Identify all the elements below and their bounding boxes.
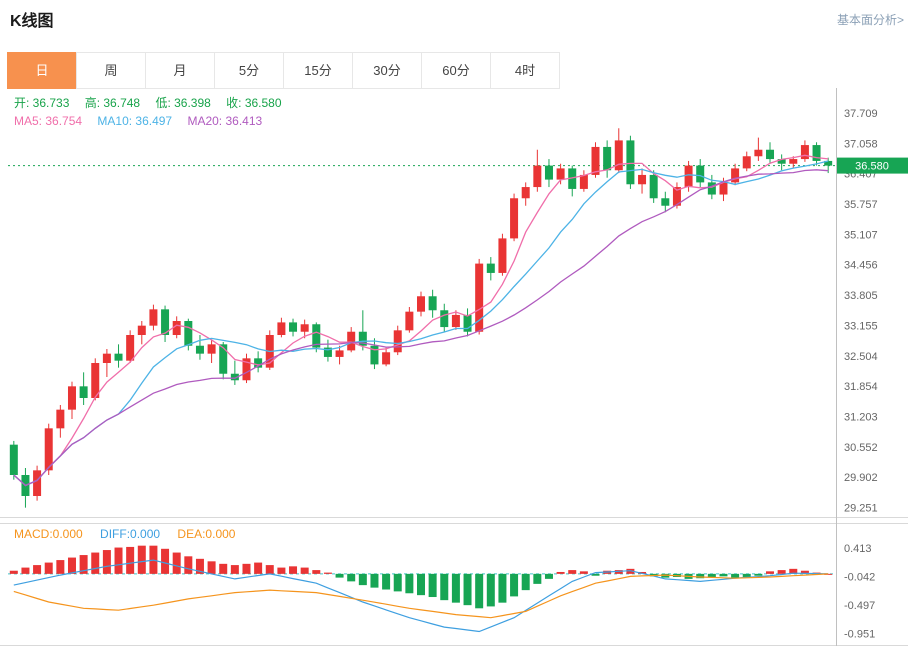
svg-text:-0.497: -0.497: [844, 600, 875, 612]
ma5-line: [13, 154, 829, 487]
ma10-readout: MA10: 36.497: [97, 114, 173, 128]
fundamental-analysis-link[interactable]: 基本面分析>: [836, 13, 904, 27]
dea-readout: DEA:0.000: [177, 527, 236, 541]
macd-axis-labels: 0.413 -0.042 -0.497 -0.951: [844, 543, 875, 640]
svg-text:33.155: 33.155: [844, 320, 878, 332]
svg-text:37.709: 37.709: [844, 108, 878, 120]
svg-text:32.504: 32.504: [844, 351, 878, 363]
ma-row: MA5: 36.754 MA10: 36.497 MA20: 36.413: [14, 114, 274, 128]
svg-text:35.757: 35.757: [844, 199, 878, 211]
ma20-line: [13, 169, 829, 487]
tab-60分[interactable]: 60分: [421, 52, 491, 89]
ma20-readout: MA20: 36.413: [187, 114, 263, 128]
macd-readout: MACD:0.000: [14, 527, 83, 541]
macd-row: MACD:0.000 DIFF:0.000 DEA:0.000: [14, 527, 249, 541]
diff-readout: DIFF:0.000: [100, 527, 161, 541]
tab-日[interactable]: 日: [7, 52, 77, 89]
candle-series: [9, 128, 833, 508]
ma5-readout: MA5: 36.754: [14, 114, 83, 128]
tab-4时[interactable]: 4时: [490, 52, 560, 89]
svg-text:37.058: 37.058: [844, 138, 878, 150]
quote-close: 收: 36.580: [226, 96, 282, 110]
svg-text:31.854: 31.854: [844, 381, 878, 393]
svg-text:36.580: 36.580: [855, 161, 889, 173]
svg-text:33.805: 33.805: [844, 290, 878, 302]
svg-text:-0.042: -0.042: [844, 571, 875, 583]
quote-row: 开: 36.733 高: 36.748 低: 36.398 收: 36.580: [14, 94, 294, 111]
diff-line: [13, 559, 829, 633]
tab-月[interactable]: 月: [145, 52, 215, 89]
svg-text:35.107: 35.107: [844, 229, 878, 241]
dea-line: [13, 573, 829, 619]
svg-text:29.902: 29.902: [844, 472, 878, 484]
svg-text:31.203: 31.203: [844, 412, 878, 424]
tab-30分[interactable]: 30分: [352, 52, 422, 89]
macd-histogram: [9, 545, 833, 609]
quote-open: 开: 36.733: [14, 96, 70, 110]
page-title: K线图: [10, 13, 54, 30]
quote-high: 高: 36.748: [84, 96, 141, 110]
quote-low: 低: 36.398: [155, 96, 211, 110]
tab-周[interactable]: 周: [76, 52, 146, 89]
ma10-line: [13, 160, 829, 487]
svg-text:34.456: 34.456: [844, 260, 878, 272]
interval-tabs: 日周月 5分 15分 30分 60分 4时: [7, 52, 560, 89]
tab-5分[interactable]: 5分: [214, 52, 284, 89]
tab-15分[interactable]: 15分: [283, 52, 353, 89]
svg-text:0.413: 0.413: [844, 543, 872, 555]
price-axis-labels: 37.70937.05836.40735.75735.10734.45633.8…: [844, 108, 878, 515]
svg-text:-0.951: -0.951: [844, 628, 875, 640]
current-price-badge: [837, 157, 908, 174]
svg-text:30.552: 30.552: [844, 442, 878, 454]
svg-text:29.251: 29.251: [844, 503, 878, 515]
